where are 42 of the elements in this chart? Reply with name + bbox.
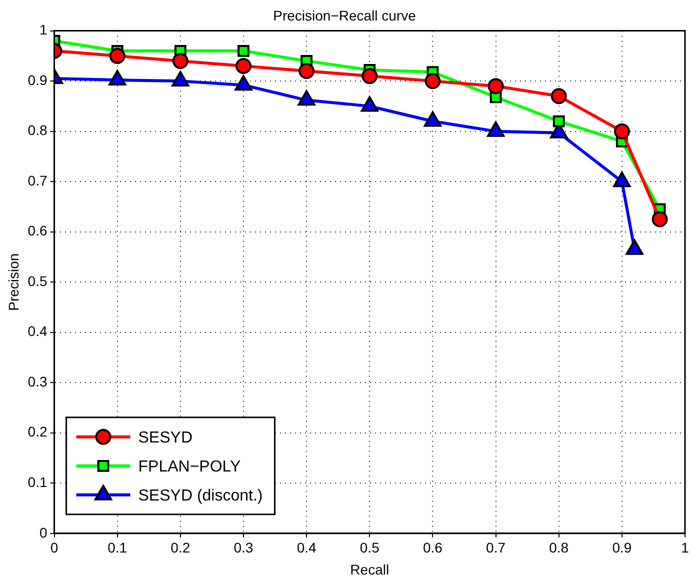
- y-tick-label: 0.6: [28, 222, 48, 239]
- x-tick-label: 0.9: [612, 540, 632, 556]
- chart-title: Precision−Recall curve: [273, 7, 416, 24]
- x-tick-label: 0.3: [234, 540, 254, 556]
- x-tick-label: 0.6: [422, 540, 443, 556]
- y-tick-label: 0.9: [28, 72, 48, 88]
- point: [613, 172, 631, 188]
- x-tick-label: 0.1: [108, 540, 128, 556]
- x-tick-label: 0: [50, 540, 58, 556]
- point: [362, 68, 378, 84]
- point: [238, 44, 250, 57]
- y-tick-label: 0.1: [28, 474, 48, 490]
- point: [172, 52, 188, 69]
- point: [109, 48, 126, 64]
- y-tick-label: 0.4: [28, 323, 48, 340]
- y-axis-title: Precision: [5, 253, 22, 311]
- x-tick-label: 0.7: [486, 540, 506, 556]
- x-tick-label: 0.4: [296, 540, 316, 556]
- point: [298, 63, 315, 80]
- y-tick-label: 0: [39, 524, 48, 540]
- x-axis-title: Recall: [350, 561, 390, 578]
- y-tick-label: 0.8: [28, 122, 48, 138]
- x-tick-label: 0.5: [360, 540, 380, 556]
- y-tick-label: 1: [39, 22, 48, 38]
- y-tick-label: 0.7: [28, 172, 48, 188]
- point: [424, 73, 441, 90]
- point: [488, 78, 504, 94]
- point: [626, 239, 644, 255]
- x-tick-label: 0.2: [170, 540, 190, 556]
- legend-label: SESYD: [138, 429, 193, 446]
- point: [614, 123, 630, 140]
- y-tick-label: 0.2: [28, 424, 48, 440]
- point: [552, 115, 565, 128]
- x-tick-label: 1: [681, 540, 690, 556]
- point: [652, 211, 668, 228]
- y-tick-label: 0.5: [28, 272, 48, 289]
- legend-label: SESYD (discont.): [138, 487, 263, 504]
- x-tick-label: 0.8: [549, 540, 569, 556]
- point: [235, 58, 252, 74]
- legend-label: FPLAN−POLY: [138, 458, 242, 476]
- y-tick-label: 0.3: [28, 373, 48, 390]
- point: [550, 88, 567, 104]
